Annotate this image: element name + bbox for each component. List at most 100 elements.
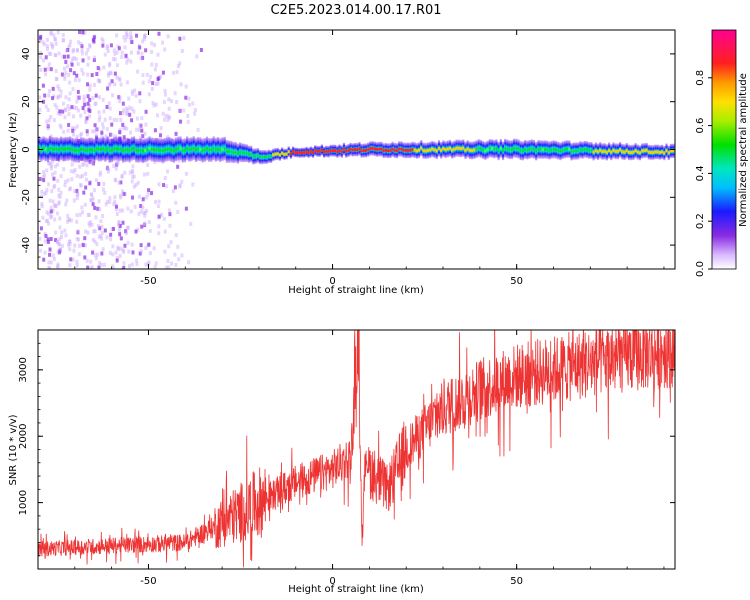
noise-cell — [55, 265, 59, 269]
noise-cell — [78, 212, 82, 217]
noise-cell — [47, 266, 51, 269]
noise-cell — [135, 262, 139, 267]
noise-cell — [162, 100, 166, 105]
noise-cell — [119, 180, 123, 185]
noise-cell — [92, 35, 96, 40]
noise-cell — [65, 219, 69, 224]
noise-cell — [77, 40, 81, 45]
band-core — [612, 148, 615, 152]
band-core — [281, 151, 284, 155]
band-cell — [517, 139, 520, 159]
noise-cell — [124, 229, 128, 234]
noise-cell — [115, 33, 119, 38]
band-cell — [508, 140, 511, 160]
noise-cell — [86, 212, 90, 217]
band-core — [360, 149, 363, 153]
noise-cell — [59, 190, 63, 195]
noise-cell — [120, 174, 124, 179]
band-cell — [119, 136, 122, 161]
noise-cell — [77, 95, 81, 100]
band-cell — [243, 143, 246, 163]
band-core — [276, 152, 279, 156]
noise-cell — [67, 112, 71, 117]
noise-cell — [109, 70, 113, 75]
noise-cell — [44, 104, 48, 109]
noise-cell — [177, 108, 181, 113]
band-core — [303, 151, 306, 155]
noise-cell — [83, 110, 87, 115]
noise-cell — [63, 54, 67, 59]
noise-cell — [62, 167, 66, 172]
band-core — [649, 151, 653, 154]
noise-cell — [46, 237, 50, 242]
noise-cell — [106, 169, 110, 174]
noise-cell — [157, 199, 161, 204]
noise-cell — [44, 190, 48, 195]
noise-cell — [129, 34, 133, 39]
noise-cell — [54, 53, 58, 58]
noise-cell — [88, 83, 92, 88]
noise-cell — [67, 45, 71, 50]
noise-cell — [69, 257, 73, 262]
noise-cell — [68, 91, 72, 96]
noise-cell — [107, 71, 111, 76]
band-core — [311, 151, 315, 155]
noise-cell — [142, 221, 146, 226]
noise-cell — [162, 117, 166, 122]
noise-cell — [59, 111, 63, 116]
noise-cell — [127, 264, 131, 269]
noise-cell — [127, 96, 131, 101]
noise-cell — [184, 206, 188, 211]
noise-cell — [58, 247, 62, 252]
band-cell — [146, 137, 149, 162]
noise-cell — [128, 170, 132, 175]
noise-cell — [54, 37, 58, 42]
noise-cell — [73, 189, 77, 194]
noise-cell — [57, 201, 61, 206]
noise-cell — [88, 181, 92, 186]
band-cell — [73, 138, 76, 163]
noise-cell — [45, 37, 49, 42]
noise-cell — [125, 80, 129, 85]
noise-cell — [46, 124, 50, 129]
noise-cell — [103, 52, 107, 57]
colorbar-tick-label: 0.0 — [695, 261, 706, 277]
noise-cell — [82, 161, 86, 166]
noise-cell — [118, 127, 122, 132]
noise-cell — [141, 205, 145, 210]
noise-cell — [38, 248, 42, 253]
noise-cell — [67, 217, 71, 222]
noise-cell — [176, 64, 180, 69]
band-core — [327, 150, 330, 154]
noise-cell — [128, 105, 132, 110]
noise-cell — [81, 243, 85, 248]
noise-cell — [167, 244, 171, 249]
noise-cell — [69, 169, 73, 174]
band-core — [440, 148, 443, 152]
noise-cell — [53, 170, 57, 175]
noise-cell — [147, 260, 151, 265]
noise-cell — [96, 78, 100, 83]
noise-cell — [138, 251, 142, 256]
band-core — [641, 149, 644, 153]
noise-cell — [195, 54, 199, 59]
noise-cell — [141, 134, 145, 139]
noise-cell — [75, 259, 79, 264]
noise-cell — [104, 202, 108, 207]
band-cell — [166, 137, 169, 162]
noise-cell — [164, 184, 168, 189]
noise-cell — [45, 44, 49, 49]
noise-cell — [88, 97, 92, 102]
noise-cell — [94, 133, 98, 138]
noise-cell — [184, 84, 188, 89]
band-core — [654, 150, 657, 154]
noise-cell — [62, 38, 66, 43]
band-cell — [261, 150, 264, 165]
noise-cell — [139, 123, 143, 128]
noise-cell — [42, 42, 46, 47]
noise-cell — [54, 204, 58, 209]
noise-cell — [58, 109, 62, 114]
band-core — [596, 150, 600, 154]
noise-cell — [136, 227, 140, 232]
band-cell — [254, 148, 257, 164]
